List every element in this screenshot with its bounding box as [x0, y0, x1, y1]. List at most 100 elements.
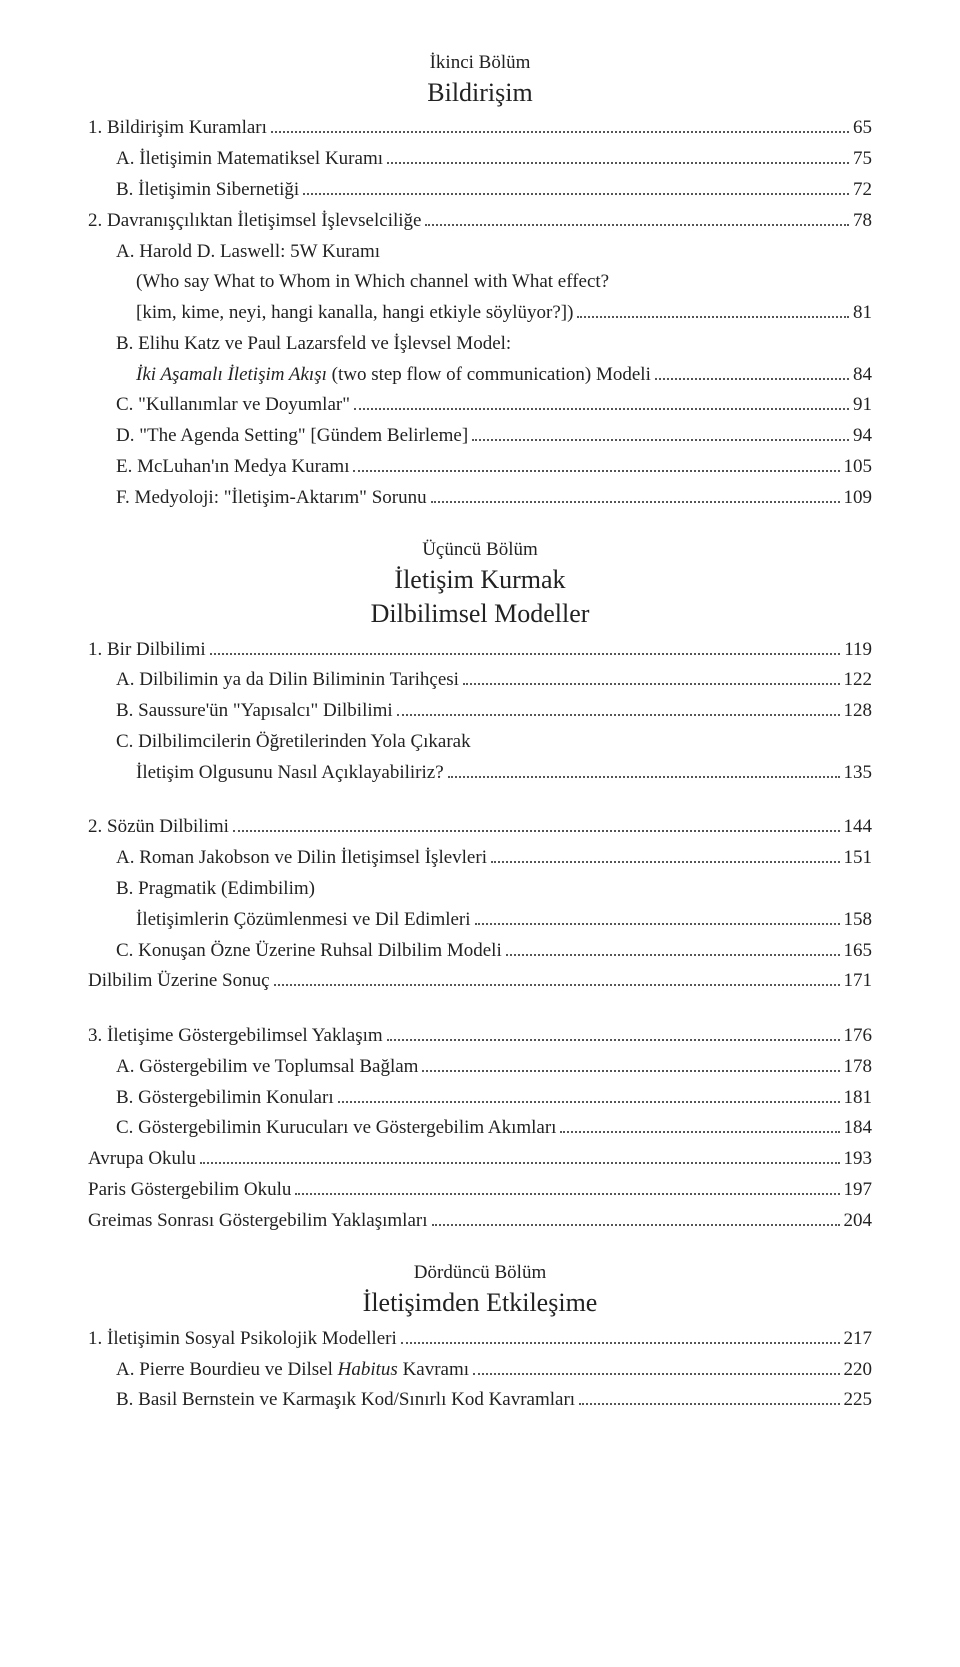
toc-label: 1. İletişimin Sosyal Psikolojik Modeller… [88, 1324, 397, 1355]
toc-entry: A. Dilbilimin ya da Dilin Biliminin Tari… [88, 665, 872, 696]
toc-entry: B. Saussure'ün "Yapısalcı" Dilbilimi 128 [88, 696, 872, 727]
section-title: Bildirişim [88, 76, 872, 110]
dot-leader [431, 486, 840, 502]
toc-entry: Dilbilim Üzerine Sonuç 171 [88, 966, 872, 997]
toc-page: 181 [844, 1083, 873, 1114]
dot-leader [200, 1148, 840, 1164]
toc-page: 197 [844, 1175, 873, 1206]
toc-page: 217 [844, 1324, 873, 1355]
toc-entry: F. Medyoloji: "İletişim-Aktarım" Sorunu … [88, 483, 872, 514]
dot-leader [491, 847, 840, 863]
toc-entry: C. "Kullanımlar ve Doyumlar" 91 [88, 390, 872, 421]
toc-entry-continuation: İki Aşamalı İletişim Akışı (two step flo… [88, 360, 872, 391]
toc-label: İki Aşamalı İletişim Akışı (two step flo… [136, 360, 651, 391]
toc-entry: 2. Davranışçılıktan İletişimsel İşlevsel… [88, 206, 872, 237]
section-heading: İkinci Bölüm Bildirişim [88, 50, 872, 109]
toc-entry: 3. İletişime Göstergebilimsel Yaklaşım 1… [88, 1021, 872, 1052]
dot-leader [432, 1210, 840, 1226]
toc-entry: 1. Bildirişim Kuramları 65 [88, 113, 872, 144]
toc-entry: B. Pragmatik (Edimbilim) [88, 874, 872, 905]
toc-entry: B. Göstergebilimin Konuları 181 [88, 1083, 872, 1114]
toc-page: 165 [844, 936, 873, 967]
toc-entry: B. Elihu Katz ve Paul Lazarsfeld ve İşle… [88, 329, 872, 360]
toc-page: 204 [844, 1206, 873, 1237]
toc-page: 178 [844, 1052, 873, 1083]
toc-label: C. Göstergebilimin Kurucuları ve Gösterg… [116, 1113, 556, 1144]
dot-leader [354, 394, 849, 410]
dot-leader [353, 456, 839, 472]
toc-label: Greimas Sonrası Göstergebilim Yaklaşımla… [88, 1206, 428, 1237]
toc-entry: C. Dilbilimcilerin Öğretilerinden Yola Ç… [88, 727, 872, 758]
section-subtitle: Dilbilimsel Modeller [88, 597, 872, 631]
toc-entry: A. Pierre Bourdieu ve Dilsel Habitus Kav… [88, 1355, 872, 1386]
toc-label-part: A. Pierre Bourdieu ve Dilsel [116, 1359, 338, 1380]
dot-leader [274, 970, 840, 986]
toc-label: B. Elihu Katz ve Paul Lazarsfeld ve İşle… [116, 329, 511, 360]
toc-label: D. "The Agenda Setting" [Gündem Belirlem… [116, 421, 468, 452]
section-overline: Üçüncü Bölüm [88, 537, 872, 563]
toc-label: 3. İletişime Göstergebilimsel Yaklaşım [88, 1021, 383, 1052]
toc-label-part: (two step flow of communication) Modeli [327, 364, 651, 385]
toc-label: [kim, kime, neyi, hangi kanalla, hangi e… [136, 298, 573, 329]
toc-page: 65 [853, 113, 872, 144]
toc-page: 220 [844, 1355, 873, 1386]
toc-label: C. Konuşan Özne Üzerine Ruhsal Dilbilim … [116, 936, 502, 967]
toc-entry-continuation: (Who say What to Whom in Which channel w… [88, 267, 872, 298]
dot-leader [425, 210, 849, 226]
dot-leader [233, 816, 840, 832]
dot-leader [560, 1117, 839, 1133]
toc-page: 225 [844, 1385, 873, 1416]
toc-label: E. McLuhan'ın Medya Kuramı [116, 452, 349, 483]
toc-label-italic: Habitus [338, 1359, 398, 1380]
toc-page: 176 [844, 1021, 873, 1052]
dot-leader [387, 148, 849, 164]
dot-leader [303, 179, 849, 195]
toc-label-part: Kavramı [398, 1359, 469, 1380]
dot-leader [506, 939, 840, 955]
toc-label: A. Pierre Bourdieu ve Dilsel Habitus Kav… [116, 1355, 469, 1386]
toc-label: 2. Sözün Dilbilimi [88, 812, 229, 843]
toc-label: Paris Göstergebilim Okulu [88, 1175, 291, 1206]
toc-page: 128 [844, 696, 873, 727]
dot-leader [271, 117, 849, 133]
toc-page: 72 [853, 175, 872, 206]
toc-entry: Greimas Sonrası Göstergebilim Yaklaşımla… [88, 1206, 872, 1237]
toc-label: C. "Kullanımlar ve Doyumlar" [116, 390, 350, 421]
dot-leader [295, 1179, 839, 1195]
toc-page: 184 [844, 1113, 873, 1144]
toc-entry-continuation: [kim, kime, neyi, hangi kanalla, hangi e… [88, 298, 872, 329]
dot-leader [577, 302, 849, 318]
toc-page: 94 [853, 421, 872, 452]
dot-leader [655, 363, 849, 379]
dot-leader [210, 638, 841, 654]
section-title: İletişimden Etkileşime [88, 1286, 872, 1320]
toc-label: Avrupa Okulu [88, 1144, 196, 1175]
dot-leader [387, 1025, 840, 1041]
toc-label: A. Göstergebilim ve Toplumsal Bağlam [116, 1052, 418, 1083]
toc-label: A. Harold D. Laswell: 5W Kuramı [116, 237, 380, 268]
toc-page: 135 [844, 758, 873, 789]
toc-label: B. Basil Bernstein ve Karmaşık Kod/Sınır… [116, 1385, 575, 1416]
toc-entry: A. İletişimin Matematiksel Kuramı 75 [88, 144, 872, 175]
dot-leader [397, 700, 840, 716]
toc-label: C. Dilbilimcilerin Öğretilerinden Yola Ç… [116, 727, 471, 758]
toc-label: (Who say What to Whom in Which channel w… [136, 267, 609, 298]
toc-entry: D. "The Agenda Setting" [Gündem Belirlem… [88, 421, 872, 452]
toc-label-italic: İki Aşamalı İletişim Akışı [136, 364, 327, 385]
toc-label: A. İletişimin Matematiksel Kuramı [116, 144, 383, 175]
toc-label: İletişimlerin Çözümlenmesi ve Dil Edimle… [136, 905, 471, 936]
toc-page: 171 [844, 966, 873, 997]
dot-leader [448, 762, 840, 778]
toc-label: 2. Davranışçılıktan İletişimsel İşlevsel… [88, 206, 421, 237]
toc-page: 91 [853, 390, 872, 421]
dot-leader [579, 1389, 839, 1405]
toc-entry: B. Basil Bernstein ve Karmaşık Kod/Sınır… [88, 1385, 872, 1416]
toc-entry: A. Roman Jakobson ve Dilin İletişimsel İ… [88, 843, 872, 874]
section-heading: Dördüncü Bölüm İletişimden Etkileşime [88, 1260, 872, 1319]
toc-label: B. Saussure'ün "Yapısalcı" Dilbilimi [116, 696, 393, 727]
dot-leader [401, 1328, 840, 1344]
toc-page: 84 [853, 360, 872, 391]
toc-label: B. Göstergebilimin Konuları [116, 1083, 334, 1114]
toc-entry: B. İletişimin Sibernetiği 72 [88, 175, 872, 206]
toc-entry: C. Konuşan Özne Üzerine Ruhsal Dilbilim … [88, 936, 872, 967]
